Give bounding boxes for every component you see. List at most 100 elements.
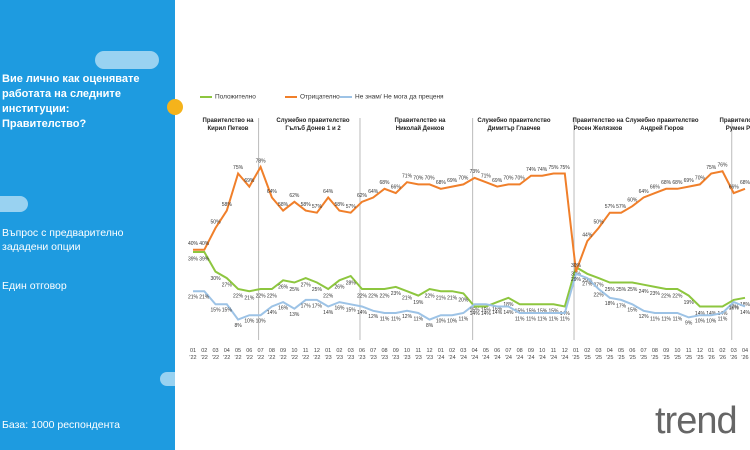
period-label: Правителство на Николай Денков — [394, 118, 446, 132]
data-label: 22% — [661, 293, 672, 299]
data-label: 10% — [436, 319, 447, 325]
decor-dot — [167, 99, 183, 115]
data-label: 15% — [537, 309, 548, 315]
data-label: 21% — [199, 295, 210, 301]
data-label: 25% — [616, 287, 627, 293]
x-tick-label: 02 '23 — [335, 348, 344, 361]
data-label: 25% — [289, 287, 300, 293]
x-tick-label: 02 '22 — [200, 348, 208, 361]
x-tick-label: 09 '22 — [279, 348, 287, 361]
data-label: 17% — [729, 304, 740, 310]
data-label: 10% — [695, 319, 706, 325]
data-label: 57% — [616, 204, 627, 210]
x-tick-label: 03 '26 — [730, 348, 738, 361]
data-label: 27% — [222, 282, 233, 288]
x-tick-label: 01 '25 — [572, 348, 580, 361]
data-label: 70% — [425, 176, 436, 182]
data-label: 64% — [368, 189, 379, 195]
data-label: 57% — [346, 204, 357, 210]
data-label: 26% — [334, 285, 345, 291]
data-label: 25% — [605, 287, 616, 293]
data-label: 8% — [426, 323, 434, 329]
data-label: 19% — [684, 300, 695, 306]
data-label: 62% — [289, 193, 300, 199]
data-label: 64% — [639, 189, 650, 195]
data-label: 21% — [188, 295, 199, 301]
data-label: 50% — [211, 219, 222, 225]
data-label: 15% — [470, 308, 481, 314]
data-label: 78% — [256, 158, 267, 164]
x-tick-label: 09 '23 — [392, 348, 400, 361]
data-label: 70% — [458, 176, 469, 182]
x-tick-label: 05 '25 — [617, 348, 625, 361]
x-tick-label: 10 '23 — [403, 348, 411, 361]
data-label: 44% — [582, 232, 593, 238]
data-label: 70% — [515, 176, 526, 182]
data-label: 71% — [481, 174, 492, 180]
data-label: 15% — [526, 309, 537, 315]
data-label: 62% — [357, 193, 368, 199]
data-label: 14% — [492, 310, 503, 316]
x-tick-label: 12 '23 — [425, 348, 434, 361]
data-label: 17% — [312, 303, 323, 309]
data-label: 69% — [684, 178, 695, 184]
x-tick-label: 07 '24 — [504, 348, 512, 361]
data-label: 76% — [717, 163, 728, 169]
data-label: 75% — [548, 165, 559, 171]
x-tick-label: 09 '24 — [527, 348, 535, 361]
data-label: 26% — [278, 285, 289, 291]
data-label: 11% — [650, 316, 660, 322]
data-label: 11% — [526, 316, 536, 322]
data-label: 11% — [413, 316, 423, 322]
data-label: 9% — [685, 321, 693, 327]
x-tick-label: 07 '23 — [369, 348, 377, 361]
data-label: 11% — [560, 316, 570, 322]
data-label: 68% — [740, 180, 750, 186]
data-label: 17% — [616, 303, 627, 309]
period-label: Служебно правителство Гълъб Донев 1 и 2 — [276, 118, 350, 132]
period-label: Служебно правителство Андрей Гюров — [625, 118, 699, 132]
data-label: 11% — [537, 316, 547, 322]
data-label: 39% — [199, 256, 210, 262]
x-tick-label: 01 '22 — [189, 348, 197, 361]
x-tick-label: 01 '23 — [324, 348, 332, 361]
data-label: 18% — [605, 301, 616, 307]
data-label: 15% — [222, 308, 233, 314]
x-tick-label: 08 '25 — [651, 348, 659, 361]
data-label: 16% — [334, 305, 345, 311]
data-label: 19% — [413, 300, 424, 306]
data-label: 60% — [627, 198, 638, 204]
period-label: Правителство на Румен Радев — [719, 118, 750, 132]
legend-label: Не знам/ Не мога да преценя — [355, 94, 444, 101]
data-label: 70% — [413, 176, 424, 182]
data-label: 15% — [515, 309, 526, 315]
data-label: 75% — [233, 165, 244, 171]
x-tick-label: 11 '22 — [302, 348, 310, 361]
period-label: Служебно правителство Димитър Главчев — [477, 118, 551, 132]
x-tick-label: 06 '25 — [628, 348, 636, 361]
x-tick-label: 03 '23 — [347, 348, 355, 361]
data-label: 11% — [718, 316, 728, 322]
data-label: 40% — [199, 241, 210, 247]
data-label: 70% — [695, 176, 706, 182]
data-label: 75% — [706, 165, 717, 171]
data-label: 58% — [222, 202, 233, 208]
data-label: 69% — [244, 178, 255, 184]
data-label: 22% — [425, 293, 436, 299]
data-label: 10% — [447, 319, 458, 325]
data-label: 14% — [357, 310, 368, 316]
x-tick-label: 07 '22 — [256, 348, 265, 361]
data-label: 22% — [233, 293, 244, 299]
data-label: 68% — [672, 180, 683, 186]
x-tick-label: 11 '25 — [685, 348, 693, 361]
data-label: 13% — [289, 312, 300, 318]
data-label: 66% — [391, 184, 402, 190]
data-label: 74% — [537, 167, 548, 173]
data-label: 21% — [402, 296, 413, 302]
data-label: 22% — [357, 293, 368, 299]
data-label: 22% — [380, 293, 391, 299]
data-label: 58% — [301, 202, 312, 208]
data-label: 66% — [729, 184, 740, 190]
x-tick-label: 12 '24 — [561, 348, 569, 361]
data-label: 11% — [661, 316, 671, 322]
